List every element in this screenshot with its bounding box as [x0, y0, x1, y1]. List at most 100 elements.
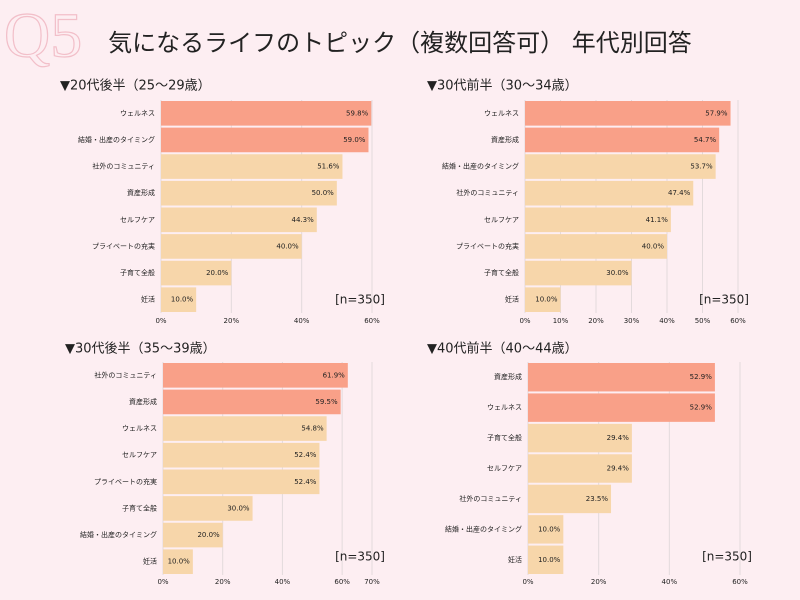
bar [525, 260, 632, 286]
category-label: 結婚・出産のタイミング [80, 530, 157, 539]
category-label: セルフケア [487, 465, 522, 473]
x-tick-label: 10% [553, 317, 569, 325]
value-label: 61.9% [323, 371, 346, 379]
category-label: 妊活 [143, 557, 157, 566]
value-label: 29.4% [607, 434, 630, 442]
bar [163, 389, 341, 415]
value-label: 59.8% [346, 109, 369, 117]
x-tick-label: 20% [591, 578, 607, 586]
value-label: 20.0% [206, 269, 229, 277]
bar [161, 234, 302, 259]
value-label: 41.1% [646, 216, 669, 224]
chart-title: ▼30代後半（35～39歳） [65, 342, 216, 357]
category-label: 社外のコミュニティ [456, 188, 519, 197]
category-label: 資産形成 [491, 135, 519, 144]
bar [525, 154, 716, 179]
bar [163, 469, 320, 495]
category-label: 子育て全般 [484, 268, 519, 277]
bar [525, 101, 731, 126]
category-label: 子育て全般 [122, 503, 157, 512]
x-tick-label: 20% [588, 317, 604, 325]
x-tick-label: 0% [519, 317, 530, 325]
category-label: セルフケア [484, 216, 519, 224]
value-label: 23.5% [586, 495, 609, 503]
category-label: プライベートの充実 [456, 241, 519, 250]
bar [528, 545, 564, 574]
category-label: セルフケア [122, 451, 157, 459]
bar [163, 496, 253, 521]
category-label: 子育て全般 [120, 268, 155, 277]
category-label: 資産形成 [127, 188, 155, 197]
category-label: 妊活 [508, 555, 522, 564]
value-label: 40.0% [642, 242, 665, 250]
x-tick-label: 60% [730, 317, 746, 325]
category-label: 社外のコミュニティ [94, 370, 157, 379]
bar [525, 287, 561, 312]
category-label: 子育て全般 [487, 433, 522, 442]
page-title: 気になるライフのトピック（複数回答可） 年代別回答 [108, 29, 692, 57]
value-label: 59.0% [343, 136, 366, 144]
value-label: 53.7% [690, 163, 713, 171]
category-label: セルフケア [120, 216, 155, 224]
x-tick-label: 70% [364, 578, 380, 586]
category-label: プライベートの充実 [92, 241, 155, 250]
value-label: 50.0% [312, 189, 335, 197]
category-label: 結婚・出産のタイミング [445, 524, 522, 533]
x-tick-label: 40% [294, 317, 310, 325]
x-tick-label: 0% [155, 317, 166, 325]
value-label: 29.4% [607, 465, 630, 473]
value-label: 52.4% [294, 451, 317, 459]
value-label: 10.0% [171, 296, 194, 304]
value-label: 52.4% [294, 478, 317, 486]
bar [528, 393, 715, 422]
value-label: 47.4% [668, 189, 691, 197]
bar [528, 423, 632, 453]
value-label: 30.0% [227, 504, 250, 512]
x-tick-label: 40% [659, 317, 675, 325]
bar [525, 207, 671, 233]
annotation: [n=350] [699, 293, 749, 307]
x-tick-label: 30% [624, 317, 640, 325]
category-label: ウェルネス [487, 404, 522, 412]
value-label: 51.6% [317, 163, 340, 171]
bar [525, 180, 694, 206]
bar [161, 287, 197, 312]
bar [525, 127, 720, 153]
watermark: Q5 [4, 0, 82, 71]
bar [163, 522, 223, 548]
category-label: プライベートの充実 [94, 477, 157, 486]
category-label: 資産形成 [494, 372, 522, 381]
bar [163, 416, 327, 441]
bar [161, 180, 337, 206]
x-tick-label: 0% [522, 578, 533, 586]
category-label: 妊活 [141, 295, 155, 304]
bar [163, 442, 320, 468]
bar [528, 454, 632, 483]
bar [528, 484, 612, 514]
chart-title: ▼20代後半（25～29歳） [60, 79, 211, 94]
bar [161, 154, 343, 179]
category-label: ウェルネス [122, 425, 157, 433]
value-label: 10.0% [538, 556, 561, 564]
value-label: 59.5% [315, 398, 338, 406]
bar [161, 101, 372, 126]
value-label: 20.0% [197, 531, 220, 539]
category-label: 社外のコミュニティ [92, 162, 155, 171]
x-tick-label: 0% [157, 578, 168, 586]
chart-title: ▼30代前半（30～34歳） [427, 78, 578, 94]
annotation: [n=350] [702, 550, 752, 564]
value-label: 30.0% [606, 269, 629, 277]
annotation: [n=350] [335, 293, 385, 307]
value-label: 52.9% [690, 373, 713, 381]
x-tick-label: 40% [275, 578, 291, 586]
x-tick-label: 60% [364, 317, 380, 325]
x-tick-label: 20% [224, 317, 240, 325]
value-label: 10.0% [168, 558, 191, 566]
x-tick-label: 20% [215, 578, 231, 586]
bar [528, 363, 715, 392]
chart-title: ▼40代前半（40～44歳） [427, 341, 578, 357]
category-label: ウェルネス [484, 109, 519, 117]
annotation: [n=350] [335, 550, 385, 564]
value-label: 54.8% [301, 425, 324, 433]
